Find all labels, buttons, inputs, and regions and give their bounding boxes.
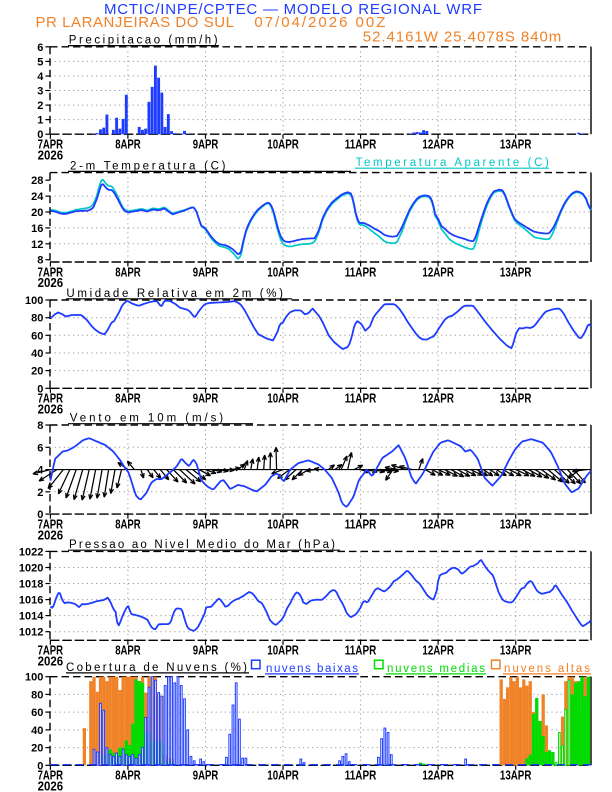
svg-text:12APR: 12APR: [422, 516, 454, 531]
svg-text:24: 24: [31, 191, 44, 203]
svg-text:2026: 2026: [38, 402, 64, 417]
svg-text:1022: 1022: [19, 546, 43, 558]
svg-text:8APR: 8APR: [115, 516, 141, 531]
svg-text:20: 20: [31, 743, 43, 755]
svg-text:11APR: 11APR: [345, 137, 377, 152]
svg-text:9APR: 9APR: [193, 516, 219, 531]
svg-text:2026: 2026: [38, 654, 64, 669]
svg-text:4: 4: [37, 465, 44, 477]
svg-text:12APR: 12APR: [422, 768, 454, 783]
svg-text:5: 5: [37, 56, 43, 68]
svg-text:2026: 2026: [38, 147, 64, 162]
svg-text:13APR: 13APR: [500, 768, 532, 783]
svg-text:1020: 1020: [19, 563, 43, 575]
svg-text:0: 0: [37, 760, 43, 772]
svg-text:8APR: 8APR: [115, 137, 141, 152]
svg-text:11APR: 11APR: [345, 643, 377, 658]
svg-text:07/04/2026 00Z: 07/04/2026 00Z: [254, 14, 385, 31]
svg-text:3: 3: [37, 86, 43, 98]
svg-text:nuvens medias: nuvens medias: [387, 663, 485, 675]
svg-text:7APR: 7APR: [38, 516, 64, 531]
svg-text:7APR: 7APR: [38, 643, 64, 658]
svg-text:7APR: 7APR: [38, 137, 64, 152]
svg-text:6: 6: [37, 442, 43, 454]
svg-text:11APR: 11APR: [345, 264, 377, 279]
svg-text:8APR: 8APR: [115, 391, 141, 406]
svg-text:7APR: 7APR: [38, 264, 64, 279]
svg-text:40: 40: [31, 348, 43, 360]
svg-text:8APR: 8APR: [115, 768, 141, 783]
svg-text:1014: 1014: [19, 611, 44, 623]
svg-text:10APR: 10APR: [267, 264, 299, 279]
svg-text:8: 8: [37, 420, 43, 432]
svg-text:0: 0: [37, 129, 43, 141]
svg-text:13APR: 13APR: [500, 516, 532, 531]
svg-text:80: 80: [31, 689, 43, 701]
svg-text:12APR: 12APR: [422, 137, 454, 152]
svg-text:8: 8: [37, 255, 43, 267]
svg-text:6: 6: [37, 42, 43, 54]
svg-text:12APR: 12APR: [422, 391, 454, 406]
svg-text:28: 28: [31, 175, 43, 187]
svg-text:1016: 1016: [19, 595, 43, 607]
svg-text:13APR: 13APR: [500, 643, 532, 658]
svg-text:10APR: 10APR: [267, 137, 299, 152]
svg-text:Pressao ao Nivel Medio do Mar: Pressao ao Nivel Medio do Mar (hPa): [69, 539, 335, 551]
svg-text:nuvens altas: nuvens altas: [504, 663, 590, 675]
svg-text:4: 4: [37, 71, 44, 83]
svg-text:9APR: 9APR: [193, 264, 219, 279]
svg-text:52.4161W 25.4078S 840m: 52.4161W 25.4078S 840m: [363, 29, 562, 46]
svg-text:2: 2: [37, 487, 43, 499]
svg-text:100: 100: [25, 295, 43, 307]
svg-text:1018: 1018: [19, 579, 43, 591]
svg-text:7APR: 7APR: [38, 768, 64, 783]
svg-text:2: 2: [37, 100, 43, 112]
svg-text:2026: 2026: [38, 779, 64, 792]
svg-text:12: 12: [31, 239, 43, 251]
svg-text:8APR: 8APR: [115, 643, 141, 658]
svg-text:11APR: 11APR: [345, 391, 377, 406]
svg-text:0: 0: [37, 509, 43, 521]
svg-text:MCTIC/INPE/CPTEC — MODELO REGI: MCTIC/INPE/CPTEC — MODELO REGIONAL WRF: [104, 1, 482, 18]
svg-text:12APR: 12APR: [422, 643, 454, 658]
svg-text:16: 16: [31, 223, 43, 235]
svg-text:13APR: 13APR: [500, 391, 532, 406]
svg-text:nuvens baixas: nuvens baixas: [266, 663, 358, 675]
svg-text:60: 60: [31, 330, 43, 342]
svg-text:10APR: 10APR: [267, 768, 299, 783]
svg-text:8APR: 8APR: [115, 264, 141, 279]
svg-text:60: 60: [31, 707, 43, 719]
svg-text:40: 40: [31, 725, 43, 737]
svg-text:0: 0: [37, 383, 43, 395]
svg-text:13APR: 13APR: [500, 264, 532, 279]
svg-text:11APR: 11APR: [345, 516, 377, 531]
svg-text:2026: 2026: [38, 275, 64, 290]
svg-text:10APR: 10APR: [267, 643, 299, 658]
svg-text:PR LARANJEIRAS DO SUL: PR LARANJEIRAS DO SUL: [36, 14, 235, 31]
svg-text:1012: 1012: [19, 627, 43, 639]
svg-text:9APR: 9APR: [193, 391, 219, 406]
svg-text:10APR: 10APR: [267, 516, 299, 531]
svg-text:7APR: 7APR: [38, 391, 64, 406]
svg-text:2026: 2026: [38, 527, 64, 542]
svg-text:11APR: 11APR: [345, 768, 377, 783]
svg-text:13APR: 13APR: [500, 137, 532, 152]
svg-text:12APR: 12APR: [422, 264, 454, 279]
svg-text:20: 20: [31, 207, 43, 219]
svg-text:9APR: 9APR: [193, 643, 219, 658]
svg-text:100: 100: [25, 672, 43, 684]
svg-text:20: 20: [31, 366, 43, 378]
svg-text:10APR: 10APR: [267, 391, 299, 406]
svg-text:9APR: 9APR: [193, 137, 219, 152]
svg-text:Cobertura de Nuvens (%): Cobertura de Nuvens (%): [66, 662, 247, 674]
svg-text:1: 1: [37, 115, 43, 127]
svg-text:9APR: 9APR: [193, 768, 219, 783]
svg-text:80: 80: [31, 313, 43, 325]
